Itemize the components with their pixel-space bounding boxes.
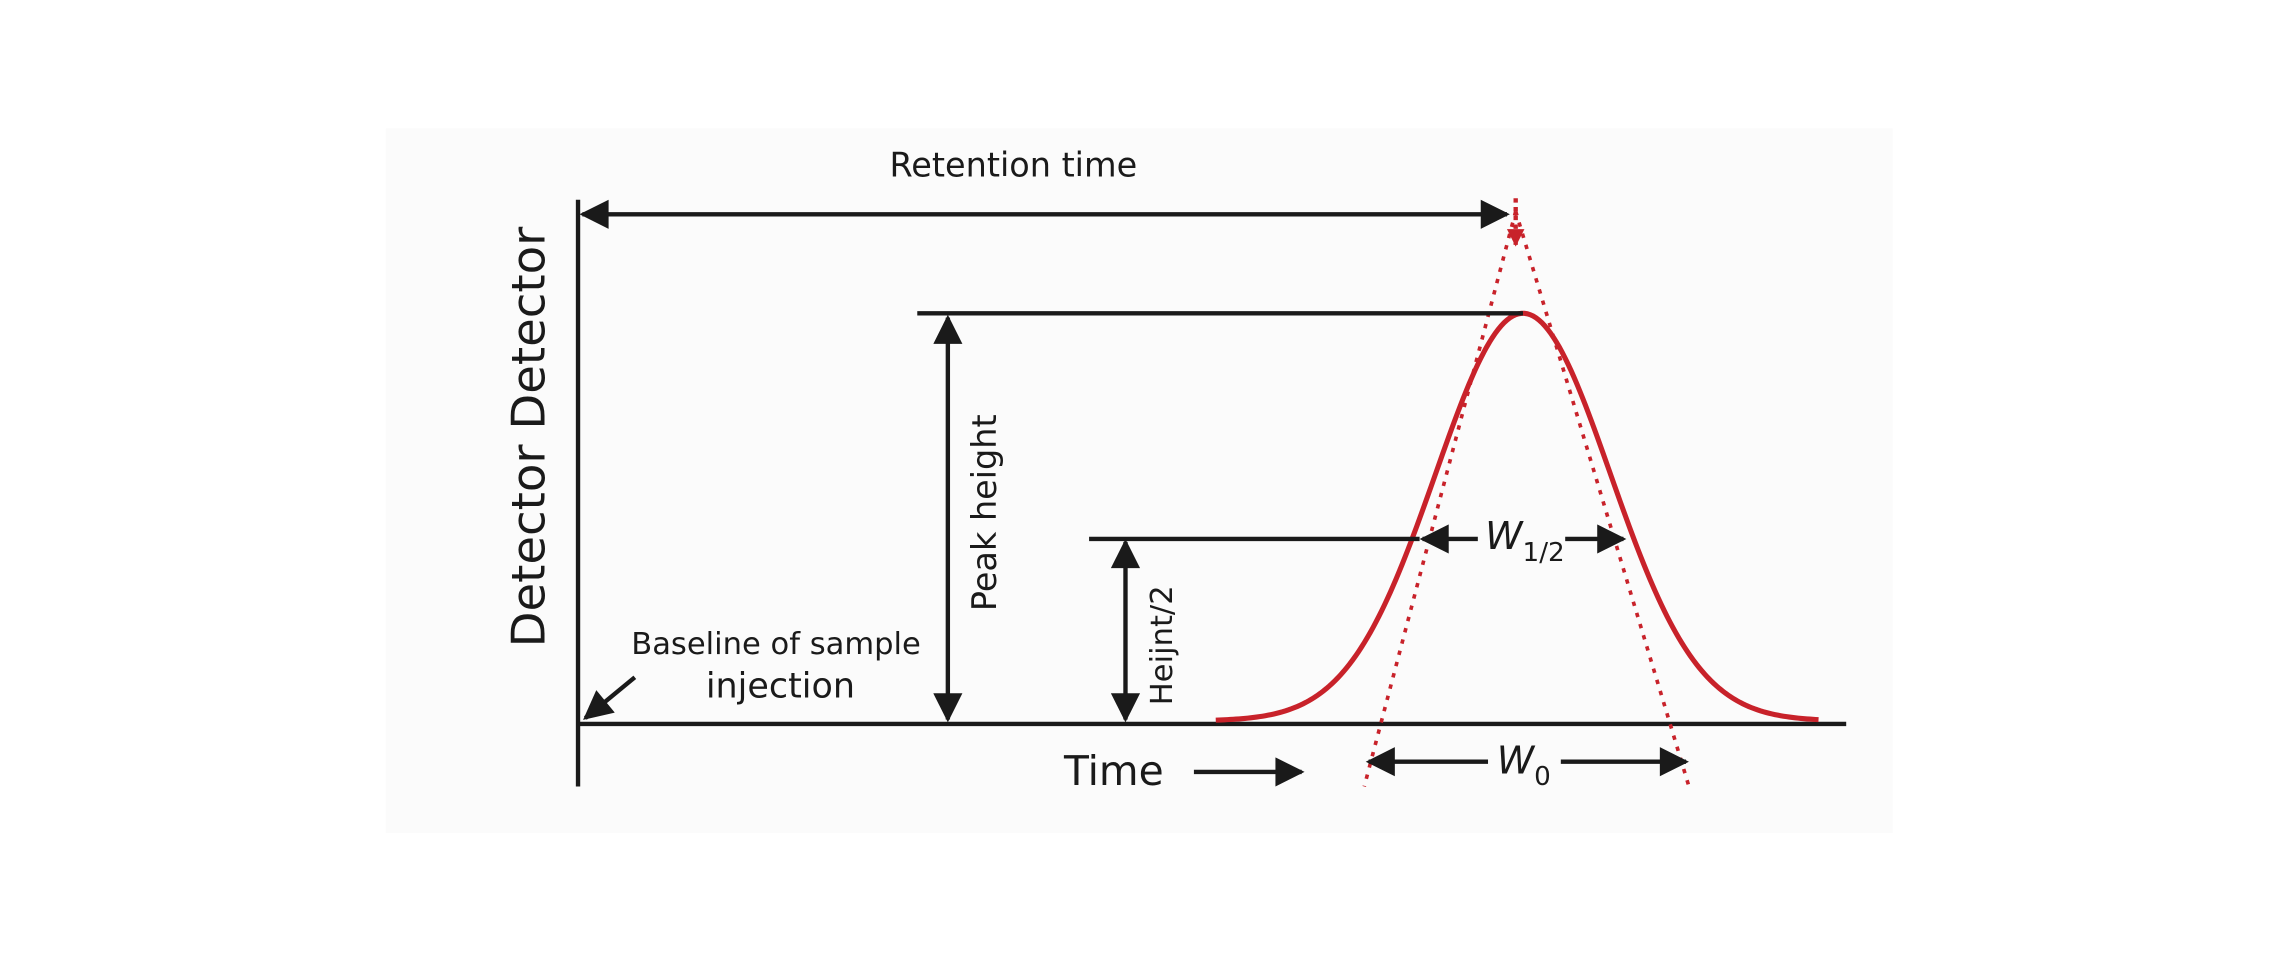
w-half-main: W bbox=[1485, 514, 1524, 558]
half-height-label: Heijnt/2 bbox=[1145, 585, 1180, 705]
baseline-arrow bbox=[583, 675, 637, 720]
peak-height-label: Peak height bbox=[965, 414, 1004, 611]
w-half-sub: 1/2 bbox=[1523, 538, 1565, 568]
w-zero-sub: 0 bbox=[1534, 762, 1551, 792]
w-zero-label: W0 bbox=[1497, 738, 1551, 792]
y-axis-label: Detector Detector bbox=[502, 226, 556, 648]
baseline-label-1: Baseline of sample bbox=[631, 627, 921, 662]
w-half-label: W1/2 bbox=[1485, 514, 1565, 568]
x-axis-label: Time bbox=[1063, 747, 1164, 795]
baseline-label-2: injection bbox=[706, 667, 855, 707]
panel bbox=[385, 128, 1893, 834]
retention-time-label: Retention time bbox=[890, 145, 1138, 184]
w-zero-main: W bbox=[1497, 738, 1536, 782]
